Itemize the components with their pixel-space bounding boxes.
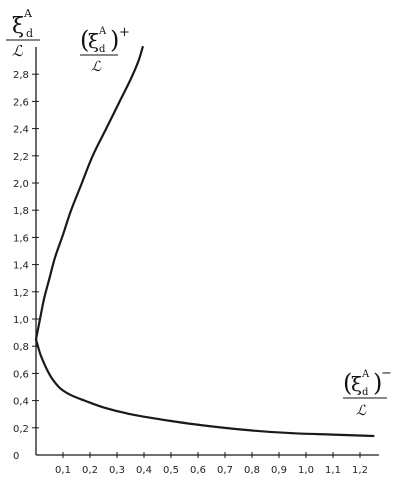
y-label-denominator: ℒ: [12, 42, 24, 60]
y-tick-label: 1,4: [13, 261, 29, 272]
lower-label-subscript: d: [362, 387, 369, 398]
series-label-upper: ( ξ A d ) + ℒ: [80, 25, 130, 75]
y-label-subscript: d: [26, 27, 33, 40]
upper-label-paren-open: (: [80, 26, 89, 54]
y-tick-label: 2,6: [13, 97, 29, 108]
x-tick-label: 0,2: [82, 465, 98, 476]
y-axis-label: ξ A d ℒ: [6, 7, 40, 60]
y-tick-label: 1,6: [13, 233, 29, 244]
x-ticks: 0,1 0,2 0,3 0,4 0,5 0,6 0,7 0,8 0,9 1,0 1,1 1,2: [55, 452, 368, 476]
y-tick-label: 2,8: [13, 70, 29, 81]
lower-label-paren-close: ): [373, 369, 382, 397]
upper-label-denominator: ℒ: [91, 59, 102, 75]
y-label-superscript: A: [23, 7, 33, 20]
x-tick-label: 0,5: [163, 465, 179, 476]
y-tick-label: 0,8: [13, 342, 29, 353]
curves: [34, 45, 375, 438]
y-tick-label: 2,4: [13, 125, 29, 136]
lower-label-symbol: ξ: [351, 372, 362, 396]
series-label-lower: ( ξ A d ) − ℒ: [343, 366, 392, 419]
upper-label-subscript: d: [99, 44, 106, 55]
x-tick-label: 0,6: [190, 465, 206, 476]
upper-label-symbol: ξ: [88, 29, 99, 53]
y-label-symbol: ξ: [12, 14, 24, 39]
y-tick-label: 0,6: [13, 369, 29, 380]
upper-label-superscript: A: [98, 26, 107, 37]
x-tick-label: 1,1: [325, 465, 341, 476]
y-tick-label: 1,2: [13, 288, 29, 299]
y-ticks: 0 0,2 0,4 0,6 0,8 1,0 1,2 1,4 1,6 1,8 2,0 2,2 2,4 2,6…: [13, 70, 39, 462]
y-tick-label: 1,0: [13, 315, 29, 326]
y-tick-label: 0,2: [13, 424, 29, 435]
curve-upper-branch: [34, 45, 144, 341]
x-tick-label: 1,2: [352, 465, 368, 476]
lower-label-superscript: A: [361, 369, 370, 380]
upper-label-paren-close: ): [110, 26, 119, 54]
lower-label-denominator: ℒ: [356, 403, 367, 419]
y-tick-label: 2,2: [13, 152, 29, 163]
upper-label-sign: +: [119, 25, 130, 40]
lower-label-sign: −: [381, 366, 392, 381]
x-tick-label: 0,8: [244, 465, 260, 476]
y-tick-label: 2,0: [13, 179, 29, 190]
curve-lower-branch: [34, 338, 375, 438]
y-tick-label: 0,4: [13, 397, 29, 408]
x-tick-label: 0,9: [271, 465, 287, 476]
axes: [35, 47, 379, 456]
x-tick-label: 1,0: [298, 465, 314, 476]
y-tick-label: 1,8: [13, 206, 29, 217]
x-tick-label: 0,1: [55, 465, 71, 476]
x-tick-label: 0,3: [109, 465, 125, 476]
y-tick-label: 0: [13, 451, 19, 462]
lower-label-paren-open: (: [343, 369, 352, 397]
x-tick-label: 0,7: [217, 465, 233, 476]
x-tick-label: 0,4: [136, 465, 152, 476]
